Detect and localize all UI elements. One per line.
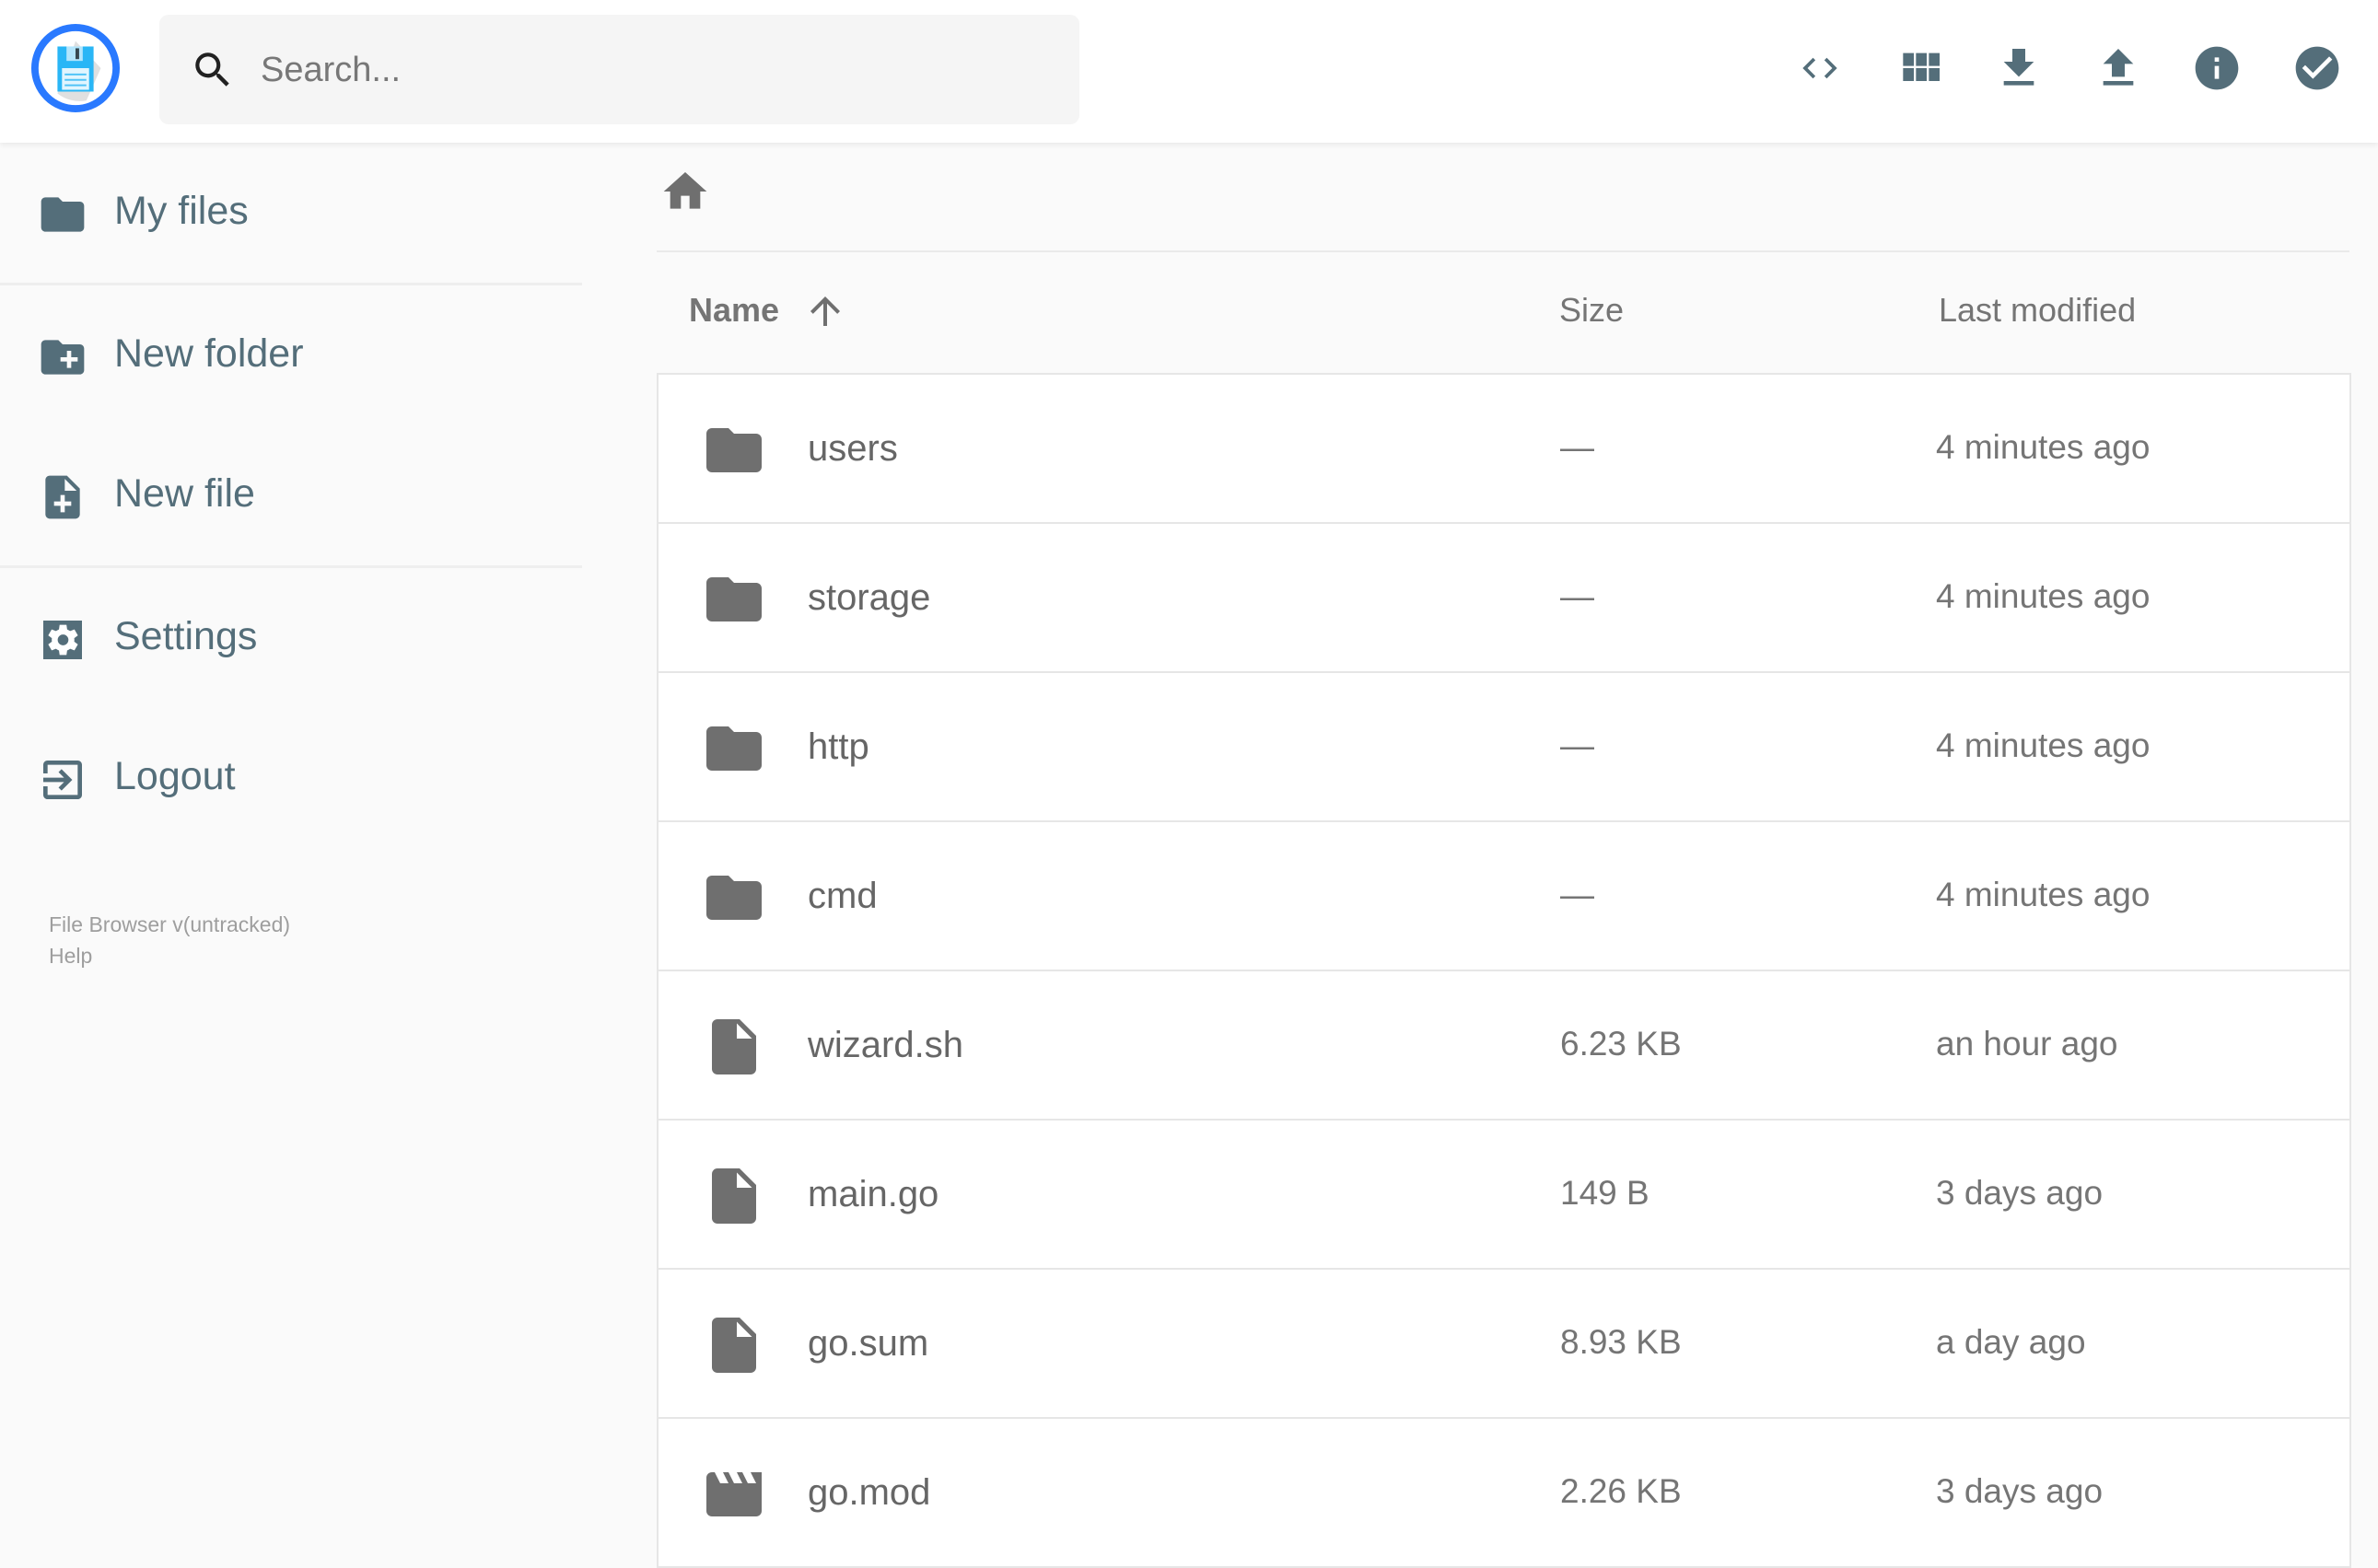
sidebar-item-label: New folder <box>114 331 304 376</box>
sidebar: My files New folder New file Settings Lo… <box>0 143 582 1528</box>
table-row[interactable]: main.go 149 B 3 days ago <box>659 1121 2349 1270</box>
table-row[interactable]: go.mod 2.26 KB 3 days ago <box>659 1419 2349 1568</box>
file-modified: 4 minutes ago <box>1936 428 2151 466</box>
folder-icon <box>706 428 762 472</box>
table-row[interactable]: cmd — 4 minutes ago <box>659 822 2349 971</box>
sidebar-item-label: Settings <box>114 614 258 658</box>
file-modified: 4 minutes ago <box>1936 726 2151 764</box>
file-size: 2.26 KB <box>1560 1472 1682 1510</box>
folder-icon <box>41 197 85 232</box>
search-input[interactable] <box>259 41 1045 99</box>
divider <box>0 565 582 568</box>
sidebar-item-new-file[interactable]: New file <box>0 453 582 536</box>
column-header-name[interactable]: Name <box>689 291 780 329</box>
grid-view-icon[interactable] <box>1894 42 1946 94</box>
file-modified: a day ago <box>1936 1323 2086 1361</box>
settings-icon <box>43 621 82 659</box>
sidebar-item-label: Logout <box>114 754 236 798</box>
file-size: 6.23 KB <box>1560 1025 1682 1063</box>
file-modified: an hour ago <box>1936 1025 2118 1063</box>
file-icon <box>712 1168 756 1224</box>
search-box[interactable] <box>159 15 1079 124</box>
top-bar <box>0 0 2378 143</box>
home-breadcrumb[interactable] <box>659 166 711 217</box>
arrow-upward-icon[interactable] <box>803 289 847 333</box>
file-size: — <box>1560 876 1594 913</box>
file-name: go.sum <box>808 1323 929 1364</box>
file-size: 149 B <box>1560 1174 1649 1212</box>
upload-icon[interactable] <box>2092 42 2144 94</box>
folder-icon <box>706 577 762 621</box>
sidebar-item-logout[interactable]: Logout <box>0 736 582 819</box>
sidebar-item-new-folder[interactable]: New folder <box>0 313 582 396</box>
file-size: — <box>1560 428 1594 466</box>
sidebar-item-label: New file <box>114 471 255 516</box>
column-header-size[interactable]: Size <box>1559 291 1625 329</box>
divider <box>0 283 582 285</box>
movie-icon <box>706 1472 762 1516</box>
folder-icon <box>706 876 762 920</box>
note-add-icon <box>45 475 80 519</box>
version-text: File Browser v(untracked) <box>49 912 291 936</box>
file-name: http <box>808 726 869 767</box>
file-browser-logo[interactable] <box>30 23 121 113</box>
home-icon <box>663 172 707 209</box>
file-name: wizard.sh <box>808 1025 963 1065</box>
file-icon <box>712 1318 756 1373</box>
sidebar-item-settings[interactable]: Settings <box>0 596 582 679</box>
file-size: — <box>1560 577 1594 615</box>
breadcrumb-divider <box>657 250 2349 252</box>
download-icon[interactable] <box>1993 42 2045 94</box>
sidebar-item-my-files[interactable]: My files <box>0 170 582 253</box>
folder-icon <box>706 726 762 771</box>
file-size: 8.93 KB <box>1560 1323 1682 1361</box>
table-row[interactable]: wizard.sh 6.23 KB an hour ago <box>659 971 2349 1121</box>
file-list: users — 4 minutes ago storage — 4 minutes ago… <box>657 373 2351 1568</box>
file-size: — <box>1560 726 1594 764</box>
table-row[interactable]: storage — 4 minutes ago <box>659 524 2349 673</box>
file-name: users <box>808 428 898 469</box>
file-modified: 3 days ago <box>1936 1174 2104 1212</box>
file-name: go.mod <box>808 1472 931 1513</box>
column-header-last-modified[interactable]: Last modified <box>1939 291 2137 329</box>
search-icon <box>195 52 229 87</box>
file-icon <box>712 1019 756 1074</box>
file-modified: 4 minutes ago <box>1936 876 2151 913</box>
table-row[interactable]: go.sum 8.93 KB a day ago <box>659 1270 2349 1419</box>
table-row[interactable]: http — 4 minutes ago <box>659 673 2349 822</box>
create-new-folder-icon <box>41 340 85 375</box>
sidebar-item-label: My files <box>114 189 249 233</box>
file-modified: 3 days ago <box>1936 1472 2104 1510</box>
table-row[interactable]: users — 4 minutes ago <box>659 375 2349 524</box>
help-link[interactable]: Help <box>49 944 93 968</box>
file-modified: 4 minutes ago <box>1936 577 2151 615</box>
file-name: storage <box>808 577 931 618</box>
check-circle-icon[interactable] <box>2291 42 2343 94</box>
file-name: main.go <box>808 1174 939 1214</box>
file-name: cmd <box>808 876 878 916</box>
info-icon[interactable] <box>2191 42 2243 94</box>
exit-icon <box>43 761 82 799</box>
code-icon[interactable] <box>1794 42 1846 94</box>
